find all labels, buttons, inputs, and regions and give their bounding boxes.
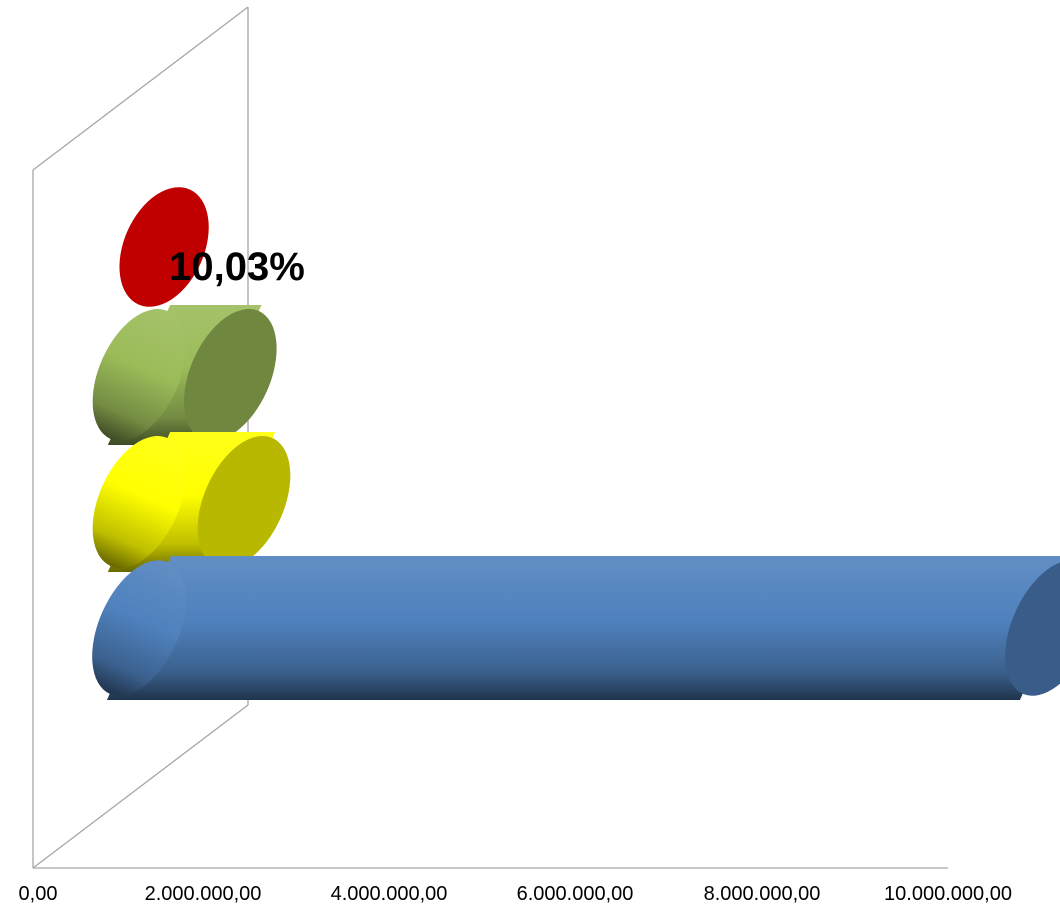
cylinder-end-cap-1 <box>197 436 291 568</box>
cylinder-bar-2 <box>92 305 277 445</box>
cylinder-body-0 <box>106 556 1060 700</box>
x-tick-label: 4.000.000,00 <box>331 883 448 905</box>
left-wall-top-edge <box>32 6 249 171</box>
cylinder-bar-0 <box>92 556 1060 700</box>
cylinder-end-cap-3 <box>119 187 209 307</box>
chart-labels: 0,00 2.000.000,00 4.000.000,00 6.000.000,00… <box>19 245 1012 905</box>
x-tick-label: 0,00 <box>19 883 58 905</box>
left-wall-bottom-edge <box>32 704 249 869</box>
cylinder-base-cap-0 <box>92 560 186 696</box>
cylinder-bar-3 <box>119 187 209 307</box>
cylinder-bar-1 <box>92 432 291 572</box>
cylinder-end-cap-2 <box>183 309 277 441</box>
cylinder-end-cap-0 <box>1005 560 1060 696</box>
x-tick-label: 6.000.000,00 <box>517 883 634 905</box>
x-tick-label: 10.000.000,00 <box>884 883 1012 905</box>
cylinder-base-cap-1 <box>92 436 186 568</box>
x-tick-label: 8.000.000,00 <box>704 883 821 905</box>
cylinder-base-cap-2 <box>92 309 186 441</box>
x-tick-label: 2.000.000,00 <box>145 883 262 905</box>
data-label: 10,03% <box>169 245 305 289</box>
chart-bars <box>92 187 1060 700</box>
